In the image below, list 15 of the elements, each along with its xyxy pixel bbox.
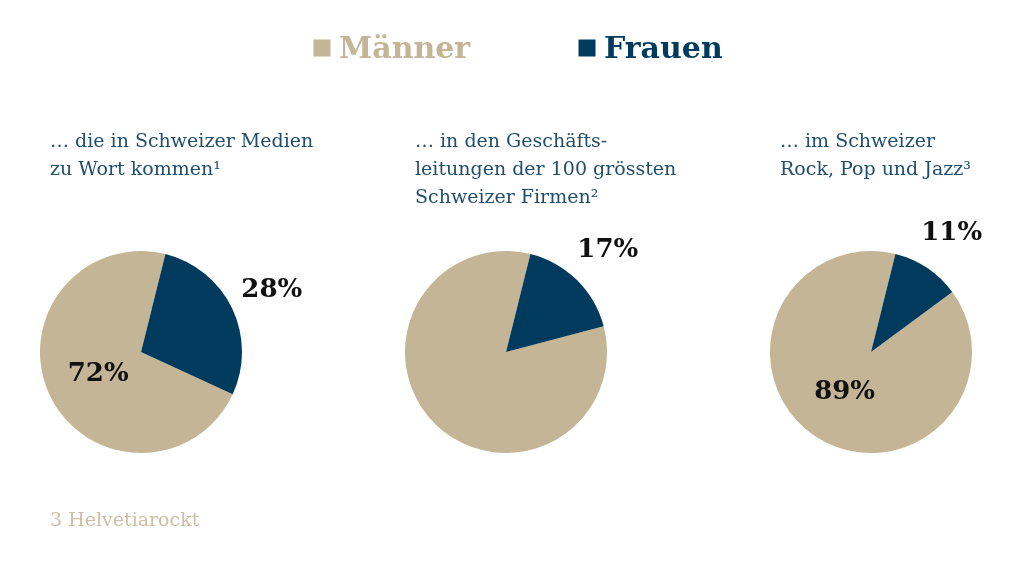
legend-label: Männer [339,30,472,65]
text: … die in Schweizer Medien zu Wort kommen¹ [50,129,314,179]
chart-title: … im Schweizer Rock, Pop und Jazz³ [780,129,971,179]
data-label: 11% [921,215,983,246]
text: 3 Helvetiarockt [50,508,200,530]
data-label: 28% [241,273,303,304]
pie-slice [141,254,242,395]
pie-slice [40,251,233,453]
data-label: 17% [577,232,639,263]
legend-label: Frauen [604,30,723,65]
pie-slice [871,254,953,352]
data-label: 72% [67,356,129,387]
chart-title: … in den Geschäfts- leitungen der 100 grössten Schweizer Firmen² [415,129,677,207]
data-label: 89% [814,375,876,406]
pie-slice [770,251,972,453]
